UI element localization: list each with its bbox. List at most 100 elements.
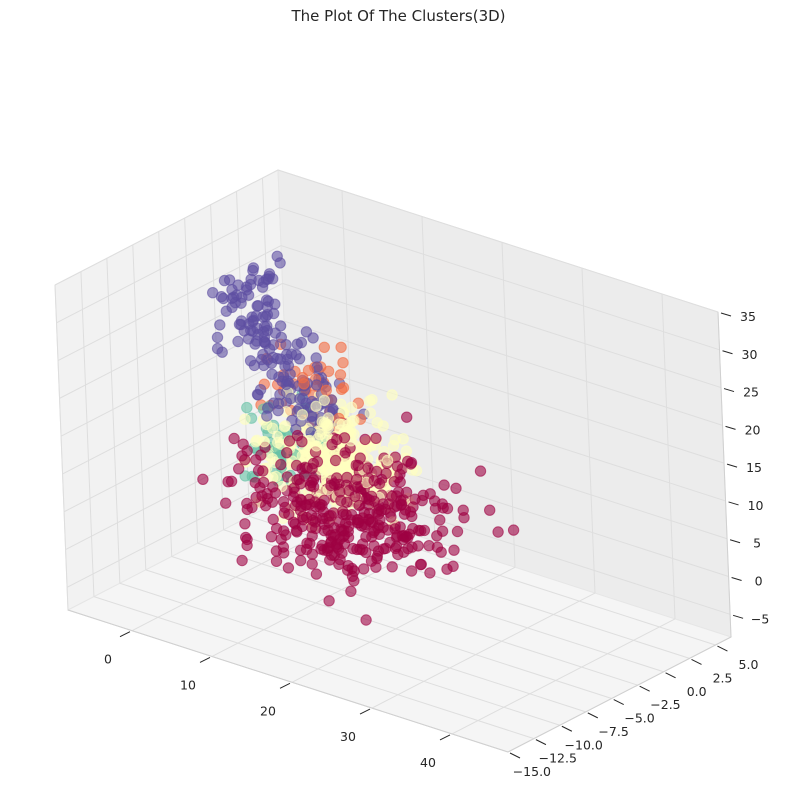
data-point-cluster-4 bbox=[316, 539, 328, 552]
data-point-cluster-4 bbox=[329, 454, 342, 467]
data-point-cluster-3 bbox=[320, 418, 332, 430]
data-point-cluster-0 bbox=[295, 336, 308, 349]
data-point-cluster-3 bbox=[386, 389, 398, 401]
grid-z-left bbox=[54, 169, 279, 286]
data-point-cluster-4 bbox=[249, 477, 262, 489]
data-point-cluster-4 bbox=[394, 476, 406, 488]
data-point-cluster-4 bbox=[484, 504, 496, 516]
data-point-cluster-4 bbox=[323, 595, 335, 607]
data-point-cluster-4 bbox=[306, 558, 318, 570]
data-point-cluster-0 bbox=[280, 378, 292, 391]
data-point-cluster-4 bbox=[352, 514, 364, 526]
z-tick bbox=[732, 614, 744, 619]
grid-x-floor bbox=[291, 566, 516, 683]
data-point-cluster-0 bbox=[218, 274, 231, 287]
data-point-cluster-4 bbox=[345, 585, 357, 597]
z-tick bbox=[728, 501, 739, 506]
grid-z-left bbox=[66, 471, 291, 588]
data-point-cluster-4 bbox=[197, 473, 209, 485]
chart-title: The Plot Of The Clusters(3D) bbox=[291, 7, 506, 25]
data-point-cluster-0 bbox=[248, 359, 261, 372]
data-point-cluster-3 bbox=[336, 418, 348, 431]
data-point-cluster-4 bbox=[241, 445, 253, 457]
data-point-cluster-0 bbox=[211, 342, 224, 355]
data-point-cluster-0 bbox=[258, 359, 270, 372]
data-point-cluster-4 bbox=[316, 499, 328, 511]
data-point-cluster-3 bbox=[296, 409, 309, 421]
data-point-cluster-4 bbox=[297, 514, 309, 526]
data-point-cluster-0 bbox=[232, 335, 244, 348]
data-point-cluster-4 bbox=[306, 463, 318, 475]
data-point-cluster-4 bbox=[283, 435, 296, 447]
z-tick-label: 15 bbox=[746, 460, 762, 475]
x-tick-label: 20 bbox=[260, 703, 276, 718]
data-point-cluster-4 bbox=[385, 511, 397, 523]
data-point-cluster-2 bbox=[335, 383, 348, 395]
data-point-cluster-0 bbox=[252, 300, 264, 312]
y-tick bbox=[535, 739, 547, 746]
data-point-cluster-4 bbox=[291, 429, 304, 442]
data-point-cluster-4 bbox=[362, 462, 374, 474]
data-point-cluster-4 bbox=[361, 492, 373, 505]
data-point-cluster-4 bbox=[295, 500, 307, 512]
y-tick-label: −12.5 bbox=[539, 751, 577, 766]
data-point-cluster-0 bbox=[271, 250, 283, 262]
y-tick-label: −10.0 bbox=[565, 737, 603, 752]
data-point-cluster-4 bbox=[287, 490, 300, 503]
data-point-cluster-2 bbox=[318, 341, 330, 353]
data-point-cluster-4 bbox=[228, 432, 240, 445]
grid-y-floor bbox=[93, 596, 535, 740]
data-point-cluster-4 bbox=[450, 482, 462, 494]
y-tick bbox=[561, 725, 573, 732]
grid-x-floor bbox=[451, 618, 676, 735]
y-tick-label: −5.0 bbox=[624, 711, 654, 726]
data-point-cluster-4 bbox=[339, 447, 351, 459]
y-tick bbox=[509, 752, 521, 759]
z-tick bbox=[723, 388, 735, 393]
z-tick-label: 10 bbox=[748, 498, 764, 513]
grid-z-back bbox=[282, 282, 723, 426]
data-point-cluster-1 bbox=[241, 401, 253, 414]
x-tick-label: 40 bbox=[420, 755, 436, 770]
data-point-cluster-0 bbox=[280, 339, 292, 351]
y-tick-label: 5.0 bbox=[739, 657, 759, 672]
data-point-cluster-4 bbox=[278, 525, 290, 537]
data-point-cluster-4 bbox=[451, 525, 464, 538]
data-point-cluster-4 bbox=[331, 472, 343, 484]
data-point-cluster-4 bbox=[343, 484, 355, 497]
data-point-cluster-4 bbox=[366, 516, 379, 528]
data-point-cluster-4 bbox=[295, 554, 307, 567]
data-point-cluster-0 bbox=[207, 287, 219, 299]
data-point-cluster-4 bbox=[398, 546, 410, 558]
data-point-cluster-4 bbox=[351, 543, 363, 556]
data-point-cluster-3 bbox=[345, 401, 358, 413]
data-point-cluster-4 bbox=[397, 533, 409, 546]
x-axis-line bbox=[67, 609, 509, 753]
data-point-cluster-4 bbox=[353, 499, 365, 512]
data-point-cluster-4 bbox=[241, 503, 254, 516]
data-point-cluster-4 bbox=[316, 512, 329, 525]
data-point-cluster-4 bbox=[358, 563, 370, 575]
data-point-cluster-0 bbox=[211, 331, 224, 344]
grid-z-back bbox=[285, 358, 726, 502]
data-point-cluster-4 bbox=[329, 529, 341, 541]
z-tick-label: 0 bbox=[755, 574, 763, 589]
z-tick-label: 30 bbox=[742, 347, 758, 362]
x-tick bbox=[439, 734, 451, 741]
y-tick-label: −15.0 bbox=[513, 764, 551, 779]
data-point-cluster-4 bbox=[307, 481, 320, 493]
data-point-cluster-0 bbox=[220, 305, 233, 317]
data-point-cluster-4 bbox=[457, 504, 469, 516]
z-tick bbox=[729, 539, 741, 544]
data-point-cluster-4 bbox=[441, 502, 454, 515]
data-point-cluster-3 bbox=[310, 440, 323, 452]
grid-y-floor bbox=[119, 582, 561, 726]
data-point-cluster-2 bbox=[335, 341, 347, 353]
data-point-cluster-4 bbox=[290, 459, 303, 472]
grid-x-back bbox=[501, 242, 516, 568]
data-point-cluster-4 bbox=[417, 489, 429, 501]
data-point-cluster-4 bbox=[400, 486, 413, 498]
axis-ticks: 0 10 20 30 40 −15.0−12.5−10.0−7.5−5.0−2.5 0.0 2… bbox=[104, 309, 769, 779]
grid-x-floor bbox=[131, 515, 356, 632]
